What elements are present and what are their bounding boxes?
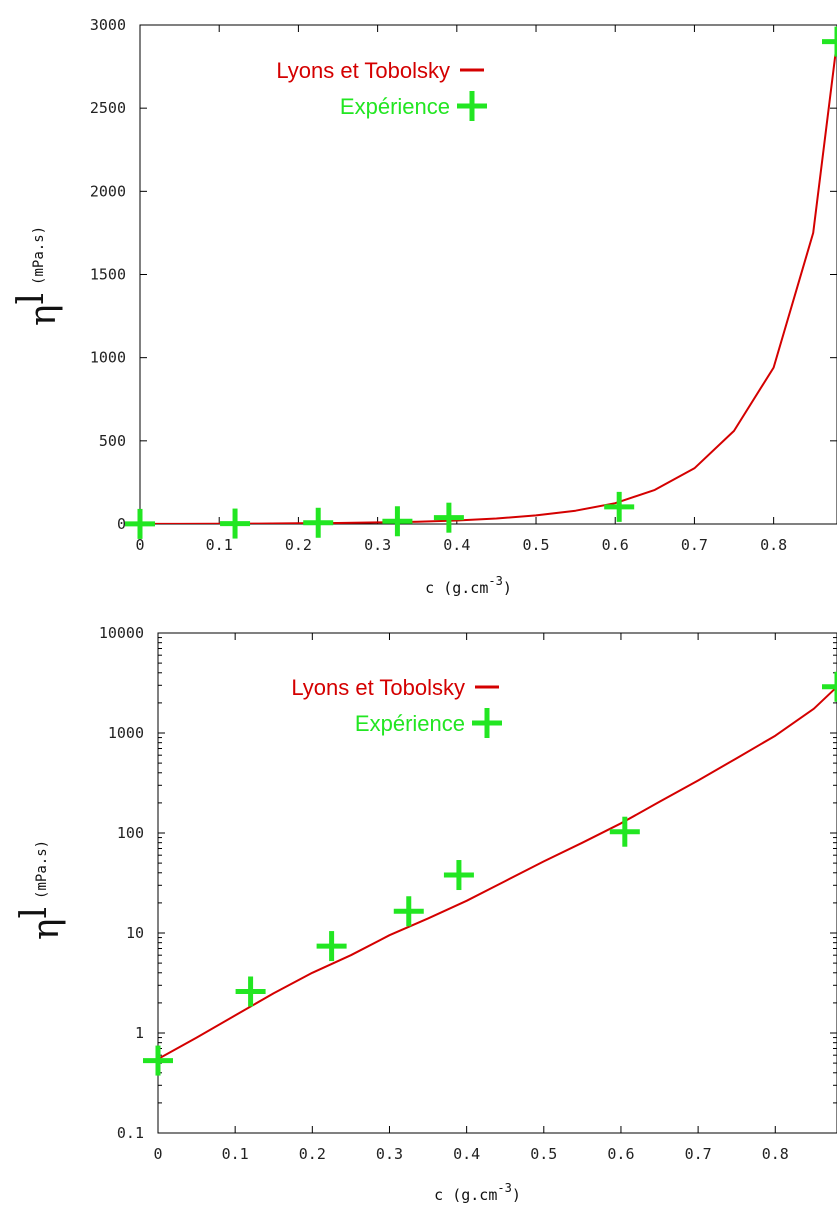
x-tick-label: 0.3 xyxy=(376,1145,403,1163)
y-axis-label-text: ηl (mPa.s) xyxy=(11,226,64,326)
series-line-lyons-tobolsky xyxy=(140,41,837,524)
x-tick-label: 0.6 xyxy=(607,1145,634,1163)
series-line-lyons-tobolsky xyxy=(158,686,837,1060)
x-tick-label: 0.4 xyxy=(443,536,470,554)
chart-1: 0 0.1 0.2 0.3 0.4 0.5 0.6 0.7 0.8 0 500 1000 1500 200… xyxy=(11,16,837,597)
y-tick-label: 1000 xyxy=(90,349,126,367)
data-point xyxy=(125,508,155,539)
data-point xyxy=(220,508,251,539)
plot-frame xyxy=(157,632,837,1134)
data-point xyxy=(393,896,424,927)
y-axis-label: ηl (mPa.s) xyxy=(14,840,67,940)
x-axis-label: c (g.cm-3) xyxy=(434,1181,521,1204)
legend: Lyons et Tobolsky Expérience xyxy=(291,675,502,738)
legend: Lyons et Tobolsky Expérience xyxy=(276,58,487,121)
x-tick-label: 0.3 xyxy=(364,536,391,554)
data-point xyxy=(303,507,334,538)
x-tick-label: 0 xyxy=(135,536,144,554)
data-point xyxy=(822,671,837,702)
legend-label: Lyons et Tobolsky xyxy=(276,58,450,83)
legend-label: Expérience xyxy=(355,711,465,736)
x-tick-label: 0.7 xyxy=(685,1145,712,1163)
data-point xyxy=(143,1045,173,1076)
x-axis-label-close: ) xyxy=(503,579,512,597)
y-axis-label-symbol: η xyxy=(23,304,64,326)
y-axis-label: ηl (mPa.s) xyxy=(11,226,64,326)
x-axis-label-main: c (g.cm xyxy=(434,1186,497,1204)
y-axis-label-symbol: η xyxy=(26,918,67,940)
x-tick-label: 0.1 xyxy=(206,536,233,554)
y-axis-label-unit: (mPa.s) xyxy=(34,840,50,899)
data-point xyxy=(433,502,464,533)
x-axis-label-close: ) xyxy=(512,1186,521,1204)
data-point xyxy=(822,26,837,57)
x-tick-label: 0.2 xyxy=(299,1145,326,1163)
data-point xyxy=(609,816,640,847)
x-tick-label: 0.1 xyxy=(222,1145,249,1163)
y-tick-label: 0 xyxy=(117,515,126,533)
x-axis-label-main: c (g.cm xyxy=(425,579,488,597)
data-point xyxy=(382,506,413,537)
x-axis-label: c (g.cm-3) xyxy=(425,574,512,597)
x-tick-label: 0.6 xyxy=(602,536,629,554)
data-point xyxy=(443,860,474,891)
legend-label: Expérience xyxy=(340,94,450,119)
x-tick-label: 0.8 xyxy=(762,1145,789,1163)
y-tick-label: 500 xyxy=(99,432,126,450)
data-point xyxy=(316,931,347,962)
x-tick-label: 0.8 xyxy=(760,536,787,554)
x-tick-label: 0 xyxy=(153,1145,162,1163)
y-axis-label-superscript: l xyxy=(11,293,52,305)
y-axis-label-text: ηl (mPa.s) xyxy=(14,840,67,940)
legend-label: Lyons et Tobolsky xyxy=(291,675,465,700)
x-tick-label: 0.5 xyxy=(530,1145,557,1163)
y-tick-label: 2000 xyxy=(90,182,126,200)
y-axis-label-unit: (mPa.s) xyxy=(31,226,47,285)
y-tick-label: 1000 xyxy=(108,724,144,742)
y-tick-label: 0.1 xyxy=(117,1124,144,1142)
plot-frame xyxy=(139,24,837,525)
y-tick-label: 10000 xyxy=(99,624,144,642)
y-tick-label: 2500 xyxy=(90,99,126,117)
x-axis-label-exponent: -3 xyxy=(497,1181,511,1195)
y-tick-label: 100 xyxy=(117,824,144,842)
chart-2: 0 0.1 0.2 0.3 0.4 0.5 0.6 0.7 0.8 0.1 1 10 100 1000 10… xyxy=(14,624,837,1204)
y-tick-label: 10 xyxy=(126,924,144,942)
y-tick-label: 1500 xyxy=(90,266,126,284)
x-tick-label: 0.2 xyxy=(285,536,312,554)
x-tick-label: 0.5 xyxy=(522,536,549,554)
y-tick-label: 3000 xyxy=(90,16,126,34)
x-axis-label-exponent: -3 xyxy=(488,574,502,588)
y-axis-label-superscript: l xyxy=(14,907,55,919)
x-tick-label: 0.7 xyxy=(681,536,708,554)
data-point xyxy=(235,976,266,1007)
x-tick-label: 0.4 xyxy=(453,1145,480,1163)
y-tick-label: 1 xyxy=(135,1024,144,1042)
data-point xyxy=(604,491,635,522)
